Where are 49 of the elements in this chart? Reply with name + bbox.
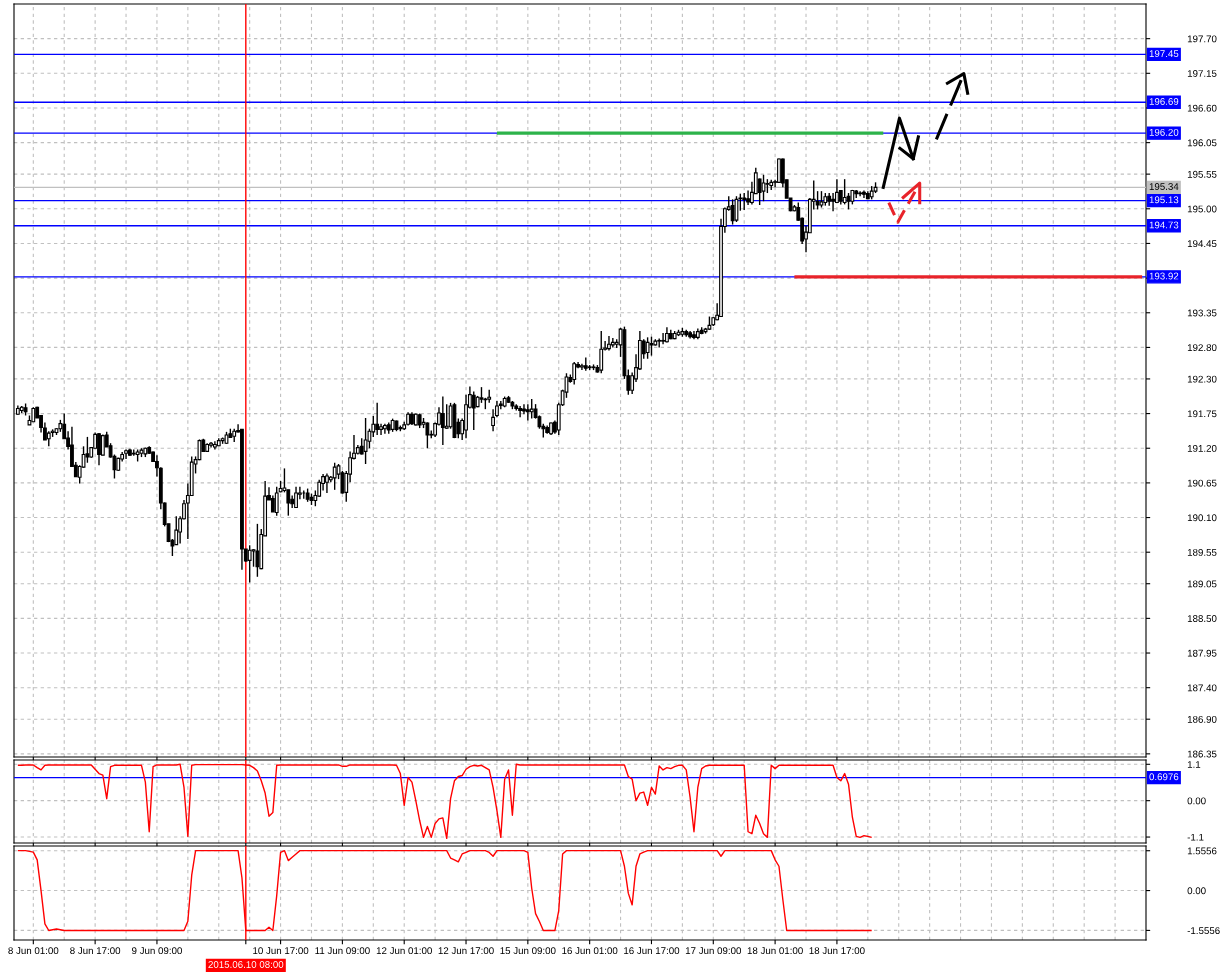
y-tick-label: 189.55 bbox=[1187, 548, 1217, 556]
y-tick-label: 190.10 bbox=[1187, 514, 1217, 522]
y-tick-label: 191.20 bbox=[1187, 444, 1217, 452]
y-tick-label: 188.50 bbox=[1187, 615, 1217, 622]
ref-line-label: 197.45 bbox=[1149, 50, 1179, 58]
y-tick-label: 192.30 bbox=[1187, 375, 1217, 383]
y-tick-label: 196.60 bbox=[1187, 104, 1217, 112]
y-tick-label: 186.35 bbox=[1187, 750, 1217, 758]
ref-line-label: 0.6976 bbox=[1149, 773, 1179, 781]
x-tick-label: 9 Jun 09:00 bbox=[132, 947, 182, 955]
y-tick-label: 193.35 bbox=[1187, 309, 1217, 317]
x-tick-label: 17 Jun 09:00 bbox=[685, 947, 742, 955]
ref-line-label: 195.34 bbox=[1149, 183, 1179, 190]
y-tick-label: 191.75 bbox=[1187, 410, 1217, 418]
x-tick-label: 10 Jun 17:00 bbox=[253, 947, 309, 955]
x-tick-label: 8 Jun 17:00 bbox=[70, 947, 121, 955]
x-tick-label: 15 Jun 09:00 bbox=[500, 947, 556, 955]
y-tick-label: 1.5556 bbox=[1187, 847, 1217, 855]
y-tick-label: 187.95 bbox=[1187, 649, 1217, 657]
ref-line-label: 196.69 bbox=[1149, 98, 1179, 105]
y-tick-label: 1.1 bbox=[1187, 761, 1201, 768]
x-tick-label: 2015.06.10 08:00 bbox=[208, 961, 284, 968]
y-tick-label: 197.70 bbox=[1187, 35, 1217, 43]
y-tick-label: 195.55 bbox=[1187, 170, 1217, 178]
y-tick-label: 186.90 bbox=[1187, 715, 1217, 723]
x-tick-label: 16 Jun 17:00 bbox=[624, 947, 680, 955]
y-tick-label: 0.00 bbox=[1187, 797, 1206, 805]
ref-line-label: 196.20 bbox=[1149, 128, 1179, 136]
y-tick-label: 187.40 bbox=[1187, 684, 1217, 692]
y-tick-label: -1.5556 bbox=[1187, 927, 1220, 935]
y-tick-label: 195.00 bbox=[1187, 205, 1217, 213]
x-tick-label: 12 Jun 01:00 bbox=[376, 947, 432, 955]
y-tick-label: 196.05 bbox=[1187, 139, 1217, 147]
y-tick-label: 0.00 bbox=[1187, 887, 1206, 895]
y-tick-label: 194.45 bbox=[1187, 240, 1217, 248]
x-tick-label: 12 Jun 17:00 bbox=[438, 947, 494, 955]
x-tick-label: 18 Jun 01:00 bbox=[747, 947, 803, 955]
y-tick-label: -1.1 bbox=[1187, 833, 1204, 841]
x-tick-label: 18 Jun 17:00 bbox=[809, 947, 865, 955]
x-tick-label: 16 Jun 01:00 bbox=[562, 947, 618, 955]
ref-line-label: 194.73 bbox=[1149, 221, 1179, 229]
x-tick-label: 11 Jun 09:00 bbox=[315, 947, 370, 955]
y-tick-label: 189.05 bbox=[1187, 580, 1217, 588]
y-tick-label: 192.80 bbox=[1187, 344, 1217, 352]
y-tick-label: 190.65 bbox=[1187, 479, 1217, 487]
y-tick-label: 197.15 bbox=[1187, 70, 1217, 77]
ref-line-label: 195.13 bbox=[1149, 196, 1179, 204]
ref-line-label: 193.92 bbox=[1149, 272, 1179, 280]
x-tick-label: 8 Jun 01:00 bbox=[8, 947, 59, 955]
